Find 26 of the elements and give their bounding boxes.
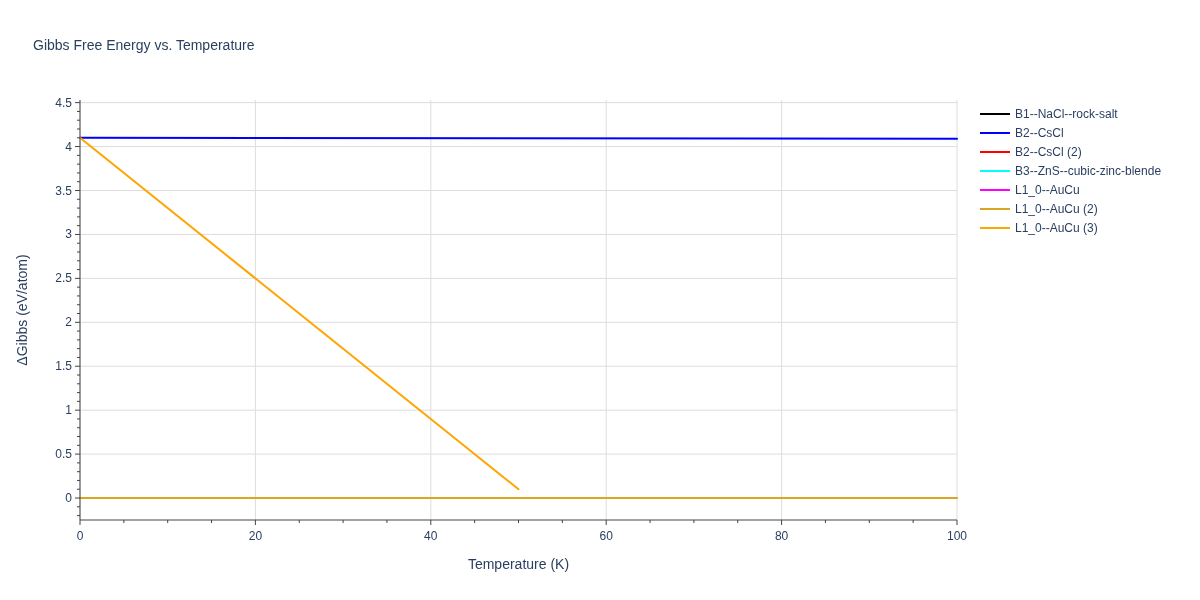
y-tick-label: 2.5	[55, 271, 73, 286]
x-tick-label: 0	[76, 529, 84, 543]
y-axis-title: ΔGibbs (eV/atom)	[14, 254, 30, 366]
legend-label: B1--NaCl--rock-salt	[1015, 107, 1119, 121]
y-tick-label: 1	[65, 403, 73, 418]
legend-label: B3--ZnS--cubic-zinc-blende	[1015, 164, 1162, 178]
y-tick-label: 2	[65, 315, 73, 330]
y-tick-label: 4	[65, 139, 73, 154]
y-tick-label: 0	[65, 491, 73, 506]
y-tick-label: 3.5	[55, 183, 73, 198]
x-tick-label: 100	[946, 529, 968, 543]
y-tick-label: 3	[65, 227, 73, 242]
chart-title: Gibbs Free Energy vs. Temperature	[33, 37, 255, 53]
y-tick-label: 4.5	[55, 95, 73, 110]
x-axis-title: Temperature (K)	[467, 556, 570, 572]
x-tick-label: 60	[599, 529, 614, 543]
legend-label: B2--CsCl	[1015, 126, 1064, 140]
legend-label: L1_0--AuCu (3)	[1015, 221, 1098, 235]
legend-label: B2--CsCl (2)	[1015, 145, 1082, 159]
legend-label: L1_0--AuCu (2)	[1015, 202, 1098, 216]
legend-label: L1_0--AuCu	[1015, 183, 1080, 197]
x-tick-label: 40	[424, 529, 438, 543]
y-tick-label: 0.5	[55, 447, 73, 462]
y-tick-label: 1.5	[55, 359, 73, 374]
x-tick-label: 80	[774, 529, 789, 543]
x-tick-label: 20	[248, 529, 263, 543]
